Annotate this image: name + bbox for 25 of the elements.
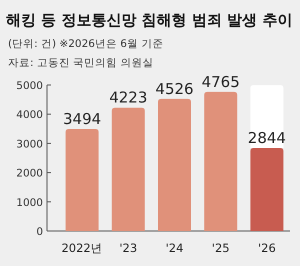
x-tick-label: '26: [258, 241, 276, 255]
x-tick-label: '25: [212, 241, 230, 255]
bar: [250, 85, 284, 148]
bar: [66, 128, 99, 231]
x-tick-label: '24: [166, 241, 184, 255]
y-tick-label: 3000: [16, 138, 43, 150]
y-tick-label: 4000: [16, 109, 43, 122]
chart-title: 해킹 등 정보통신망 침해형 범죄 발생 추이: [6, 11, 292, 29]
bar: [112, 108, 145, 231]
bar: [204, 92, 238, 231]
data-label: 3494: [63, 110, 102, 128]
y-tick-label: 2000: [16, 168, 43, 180]
x-tick-label: '23: [119, 241, 138, 255]
bar: [158, 98, 191, 231]
data-label: 2844: [248, 128, 286, 147]
text: 자료: 고동진 국민의힘 의원실: [8, 57, 154, 69]
data-label: 4765: [202, 72, 240, 91]
x-tick-label: 2022년: [61, 241, 103, 255]
chart-subtitle: (단위: 건) ※2026년은 6월 기준: [8, 38, 164, 50]
data-label: 4223: [109, 88, 148, 107]
bar: [250, 148, 284, 231]
data-label: 4526: [155, 80, 194, 98]
y-tick-label: 5000: [16, 80, 43, 92]
y-tick-label: 1000: [16, 196, 43, 209]
y-tick-label: 0: [36, 226, 43, 238]
